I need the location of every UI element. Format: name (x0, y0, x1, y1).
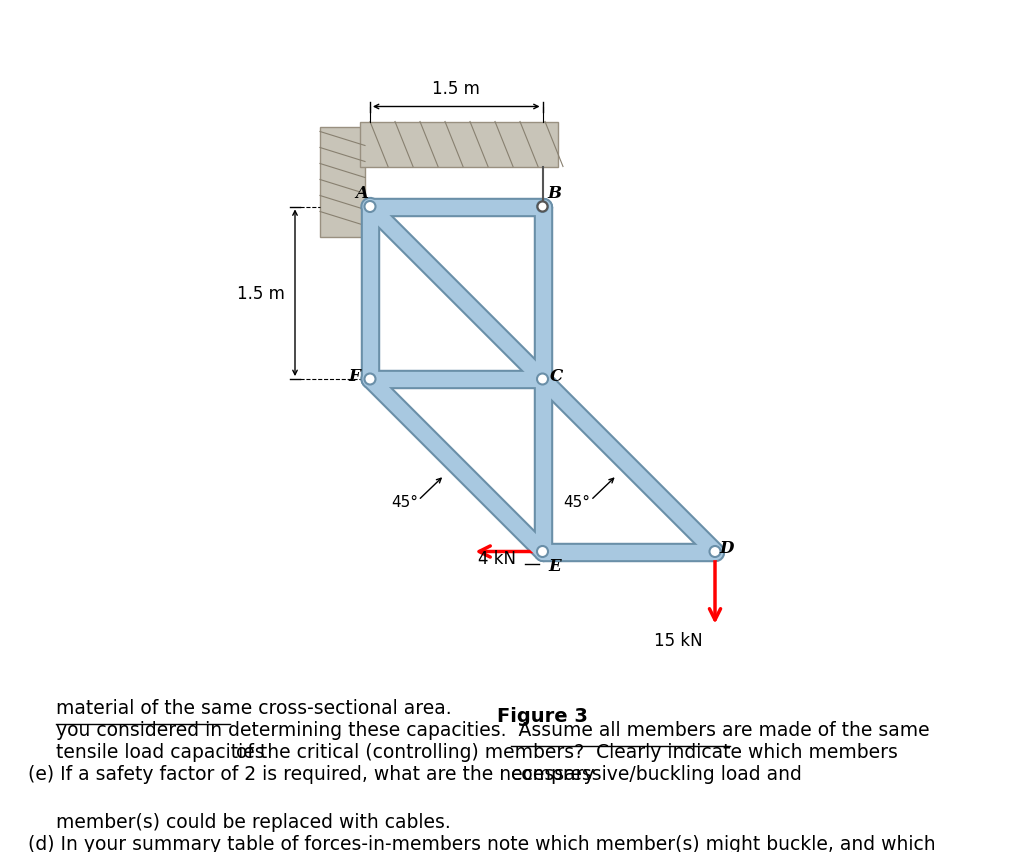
Text: B: B (548, 185, 561, 202)
Circle shape (537, 202, 548, 213)
Text: material of the same cross-sectional area.: material of the same cross-sectional are… (56, 698, 452, 717)
Bar (360, 123, 557, 167)
Text: F: F (348, 367, 359, 384)
Circle shape (538, 202, 548, 212)
Text: (d) In your summary table of forces-in-members note which member(s) might buckle: (d) In your summary table of forces-in-m… (28, 834, 936, 852)
Text: (e) If a safety factor of 2 is required, what are the necessary: (e) If a safety factor of 2 is required,… (28, 763, 601, 783)
Circle shape (365, 202, 376, 213)
Text: Figure 3: Figure 3 (497, 706, 588, 726)
Text: C: C (550, 367, 563, 384)
Text: E: E (548, 557, 561, 574)
Text: 4 kN: 4 kN (477, 550, 515, 567)
Text: 1.5 m: 1.5 m (238, 285, 285, 302)
Text: A: A (355, 185, 369, 202)
Text: D: D (720, 539, 734, 556)
Text: 15 kN: 15 kN (654, 632, 703, 650)
Circle shape (710, 546, 721, 557)
Text: tensile load capacities: tensile load capacities (56, 742, 264, 761)
Text: you considered in determining these capacities.  Assume all members are made of : you considered in determining these capa… (56, 720, 930, 739)
Text: 45°: 45° (391, 495, 418, 509)
Text: 45°: 45° (563, 495, 590, 509)
Circle shape (537, 546, 548, 557)
Text: of the critical (controlling) members?  Clearly indicate which members: of the critical (controlling) members? C… (229, 742, 897, 761)
Text: 1.5 m: 1.5 m (432, 79, 480, 97)
Circle shape (365, 374, 376, 385)
Circle shape (537, 374, 548, 385)
Bar (321, 127, 365, 237)
Text: member(s) could be replaced with cables.: member(s) could be replaced with cables. (56, 812, 451, 831)
Text: compressive/buckling load and: compressive/buckling load and (511, 763, 802, 783)
